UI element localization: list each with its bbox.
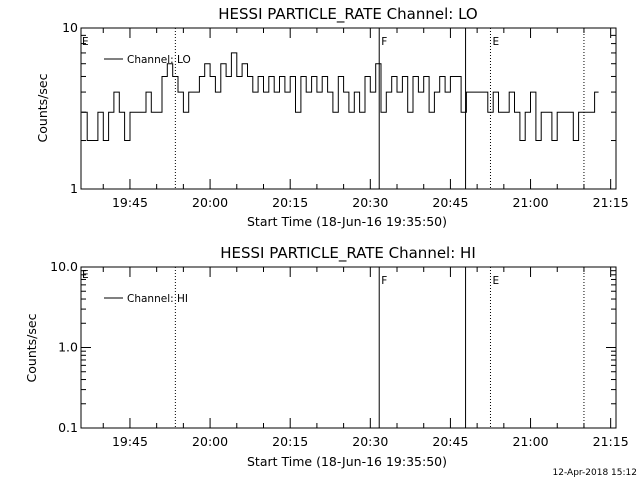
y-tick-label: 10 <box>62 20 78 35</box>
legend-label-lo: Channel: LO <box>127 54 191 66</box>
x-tick-label: 20:15 <box>272 195 308 210</box>
x-tick-label: 20:45 <box>432 434 468 449</box>
x-tick-label: 21:00 <box>513 195 549 210</box>
x-ticks-hi: 19:45 20:00 20:15 20:30 20:45 21:00 21:15 <box>102 267 629 449</box>
left-event-label-lo: E <box>82 36 89 48</box>
y-axis-label-hi: Counts/sec <box>24 313 39 382</box>
y-ticks-hi: 0.1 1.0 10.0 <box>50 259 616 435</box>
x-tick-label: 19:45 <box>112 195 148 210</box>
x-ticks-lo: 19:45 20:00 20:15 20:30 20:45 21:00 21:15 <box>102 28 629 210</box>
x-tick-label: 20:00 <box>192 434 228 449</box>
event-label: E <box>492 36 499 48</box>
x-tick-label: 21:15 <box>593 195 629 210</box>
event-label: F <box>381 275 387 287</box>
footer-timestamp: 12-Apr-2018 15:12 <box>553 468 637 478</box>
x-tick-label: 20:30 <box>352 195 388 210</box>
legend-label-hi: Channel: HI <box>127 293 188 305</box>
y-axis-label-lo: Counts/sec <box>35 73 50 142</box>
x-tick-label: 20:00 <box>192 195 228 210</box>
x-tick-label: 20:45 <box>432 195 468 210</box>
x-tick-label: 20:15 <box>272 434 308 449</box>
panel-lo: HESSI PARTICLE_RATE Channel: LO 19:45 20:… <box>35 5 629 229</box>
chart-title-hi: HESSI PARTICLE_RATE Channel: HI <box>220 244 476 263</box>
plot-frame-hi <box>80 266 617 429</box>
panel-hi: HESSI PARTICLE_RATE Channel: HI 19:45 20:… <box>24 244 629 469</box>
legend-lo: Channel: LO <box>104 54 191 66</box>
x-axis-label-hi: Start Time (18-Jun-16 19:35:50) <box>247 454 447 469</box>
event-label: E <box>492 275 499 287</box>
y-tick-label: 10.0 <box>50 259 78 274</box>
x-tick-label: 21:15 <box>593 434 629 449</box>
chart-title-lo: HESSI PARTICLE_RATE Channel: LO <box>218 5 477 24</box>
plot-frame-lo <box>80 27 617 190</box>
y-tick-label: 1 <box>70 181 78 196</box>
event-label: F <box>381 36 387 48</box>
left-event-label-hi: E <box>82 269 89 281</box>
y-tick-label: 1.0 <box>58 340 78 355</box>
x-axis-label-lo: Start Time (18-Jun-16 19:35:50) <box>247 214 447 229</box>
x-tick-label: 21:00 <box>513 434 549 449</box>
y-tick-label: 0.1 <box>58 420 78 435</box>
legend-hi: Channel: HI <box>104 293 188 305</box>
x-tick-label: 20:30 <box>352 434 388 449</box>
y-ticks-lo: 1 10 <box>62 20 616 196</box>
series-lo <box>81 52 599 141</box>
x-tick-label: 19:45 <box>112 434 148 449</box>
series-line <box>81 52 599 141</box>
